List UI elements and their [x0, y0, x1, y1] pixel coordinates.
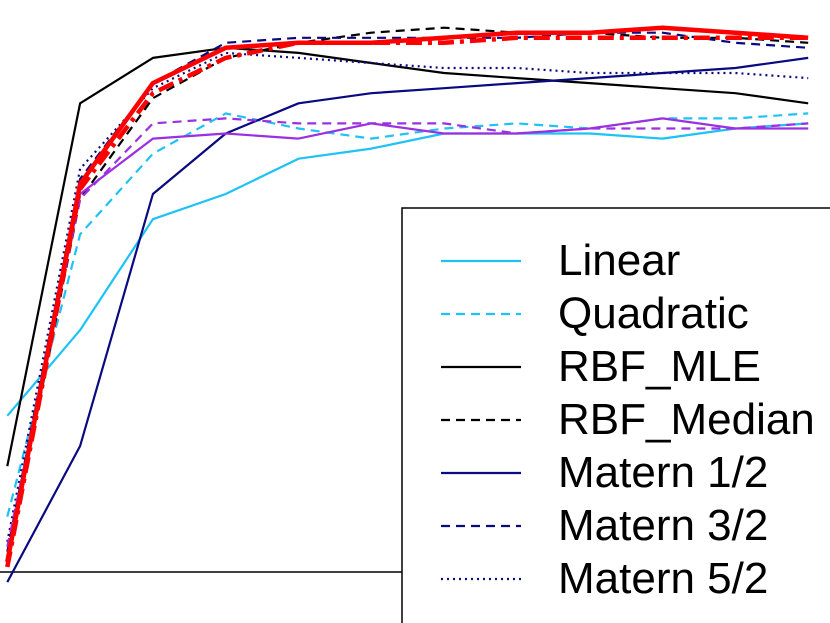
- legend-label-rbf-median: RBF_Median: [558, 395, 815, 444]
- series-line-matern-1-2: [6, 56, 809, 583]
- series-line-matern-3-2-purple: [6, 117, 809, 558]
- legend-label-linear: Linear: [558, 236, 680, 285]
- series-line-highlighted-dash-dot: [5, 35, 809, 568]
- series-layer: [5, 25, 809, 583]
- legend: Linear Quadratic RBF_MLE RBF_Median Mate…: [401, 207, 830, 623]
- legend-label-matern-1-2: Matern 1/2: [558, 448, 768, 497]
- legend-swatches: [441, 259, 521, 581]
- series-line-highlighted-solid: [5, 25, 809, 563]
- legend-label-matern-3-2: Matern 3/2: [558, 501, 768, 550]
- legend-label-rbf-mle: RBF_MLE: [558, 342, 761, 391]
- series-line-matern-5-2-purple: [6, 117, 809, 548]
- series-line-rbf-mle: [6, 46, 809, 467]
- legend-label-quadratic: Quadratic: [558, 289, 749, 338]
- legend-label-matern-5-2: Matern 5/2: [558, 554, 768, 603]
- legend-box: [401, 207, 830, 623]
- series-line-rbf-median: [6, 26, 809, 563]
- series-line-matern-5-2: [6, 51, 809, 543]
- series-line-quadratic: [6, 112, 809, 517]
